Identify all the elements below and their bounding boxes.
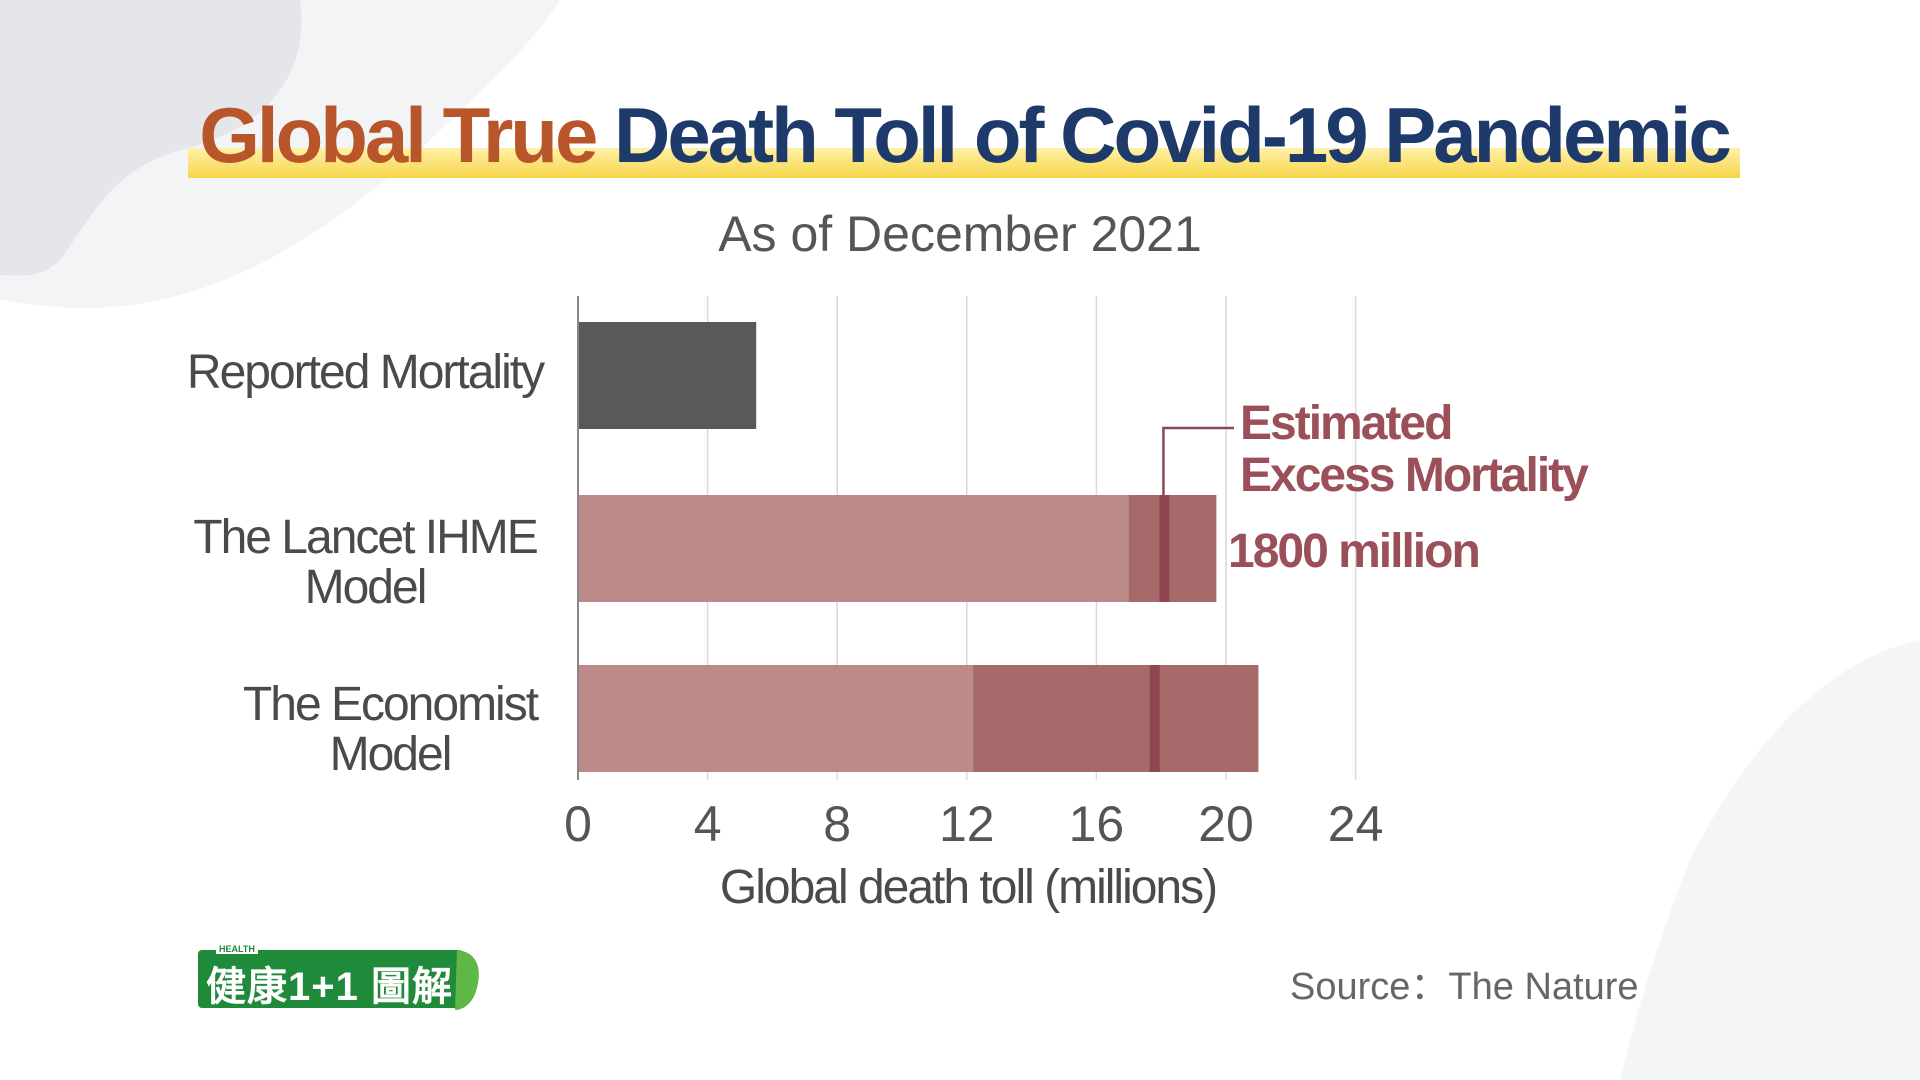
category-label-line: Model xyxy=(329,728,453,781)
x-axis-title: Global death toll (millions) xyxy=(719,861,1218,914)
annotation-leader-line xyxy=(1162,426,1234,497)
x-tick-label: 12 xyxy=(938,796,995,852)
uncertainty-range xyxy=(1128,495,1217,602)
source-note: Source：The Nature xyxy=(1290,966,1639,1008)
x-tick-label: 4 xyxy=(693,796,722,852)
title-part-2: Death Toll of Covid-19 Pandemic xyxy=(614,91,1732,179)
uncertainty-range xyxy=(973,665,1259,772)
bar xyxy=(578,322,757,429)
x-tick-label: 8 xyxy=(823,796,852,852)
subtitle: As of December 2021 xyxy=(718,206,1202,262)
annotation-label: Estimated Excess Mortality xyxy=(1240,397,1589,502)
category-label: Reported Mortality xyxy=(145,348,585,398)
leaf-icon xyxy=(455,950,479,1010)
annotation-value: 1800 million xyxy=(1228,525,1481,578)
title-part-1: Global True xyxy=(199,91,598,179)
logo-text: 健康1+1 圖解 xyxy=(206,965,453,1009)
x-tick-label: 0 xyxy=(564,796,592,852)
annotation-line-2: Excess Mortality xyxy=(1240,449,1589,502)
bar xyxy=(578,495,1217,602)
category-label: The Lancet IHME Model xyxy=(145,513,585,613)
logo-box xyxy=(198,950,463,1008)
x-tick-label: 24 xyxy=(1327,796,1384,852)
annotation-line-1: Estimated xyxy=(1240,397,1453,450)
point-estimate-marker xyxy=(1159,495,1170,602)
category-label-line: The Economist xyxy=(242,678,539,731)
category-label-line: Model xyxy=(304,561,428,614)
category-label-line: The Lancet IHME xyxy=(193,511,539,564)
title-highlight xyxy=(188,148,1740,178)
title-block: Global True Death Toll of Covid-19 Pande… xyxy=(188,90,1740,188)
brand-logo: HEALTH 健康1+1 圖解 xyxy=(198,944,479,1012)
category-label-line: Reported Mortality xyxy=(186,346,545,399)
page-title: Global True Death Toll of Covid-19 Pande… xyxy=(188,90,1740,180)
x-tick-label: 16 xyxy=(1068,796,1125,852)
category-label: The Economist Model xyxy=(170,680,610,780)
logo-small-text: HEALTH xyxy=(216,944,258,954)
x-tick-label: 20 xyxy=(1198,796,1254,852)
point-estimate-marker xyxy=(1149,665,1160,772)
